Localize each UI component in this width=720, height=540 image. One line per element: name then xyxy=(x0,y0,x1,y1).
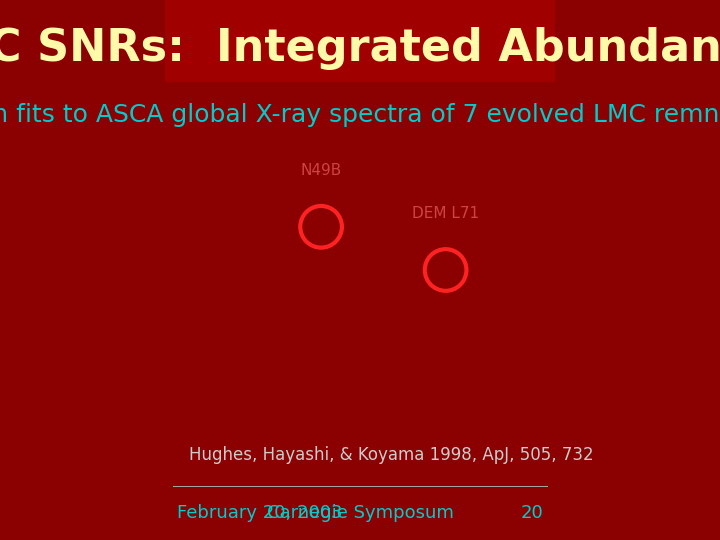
Text: N49B: N49B xyxy=(300,163,342,178)
Text: Carnegie Symposum: Carnegie Symposum xyxy=(266,504,454,522)
Text: 20: 20 xyxy=(520,504,543,522)
Point xyxy=(315,222,327,231)
Text: From fits to ASCA global X-ray spectra of 7 evolved LMC remnants: From fits to ASCA global X-ray spectra o… xyxy=(0,103,720,126)
Text: LMC SNRs:  Integrated Abundances: LMC SNRs: Integrated Abundances xyxy=(0,27,720,70)
Text: February 20, 2003: February 20, 2003 xyxy=(177,504,343,522)
Text: Hughes, Hayashi, & Koyama 1998, ApJ, 505, 732: Hughes, Hayashi, & Koyama 1998, ApJ, 505… xyxy=(189,447,593,464)
Bar xyxy=(166,0,554,81)
Text: DEM L71: DEM L71 xyxy=(412,206,480,221)
Point xyxy=(440,266,451,274)
